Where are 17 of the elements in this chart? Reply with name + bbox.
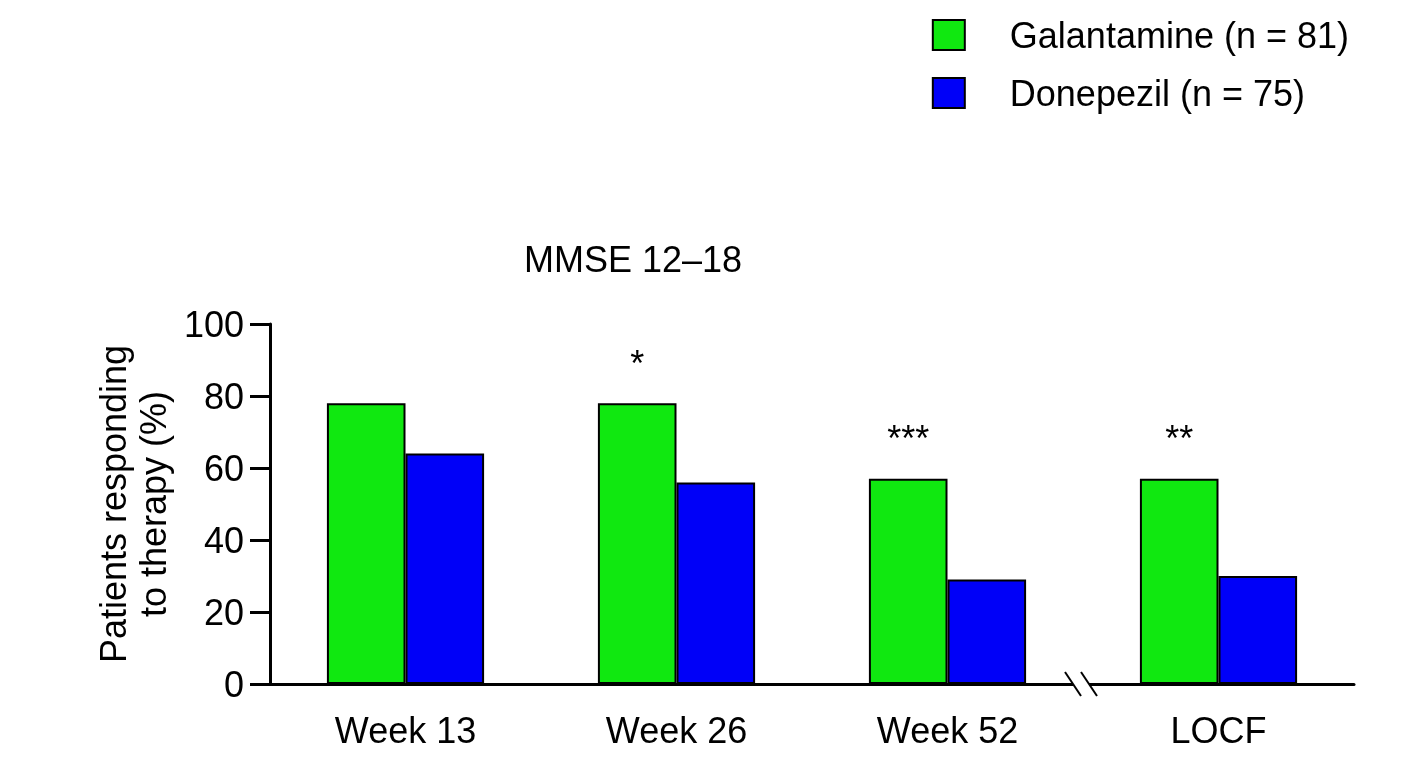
legend-label: Galantamine (n = 81) <box>1009 14 1349 56</box>
y-tick-label: 100 <box>183 303 244 345</box>
annotation: ** <box>1165 418 1194 460</box>
annotation: * <box>630 342 645 384</box>
annotation: *** <box>887 418 930 460</box>
x-tick-label: Week 13 <box>334 709 477 751</box>
y-tick-label: 40 <box>203 519 244 561</box>
x-tick-label: LOCF <box>1170 709 1267 751</box>
y-tick-label: 0 <box>223 663 244 705</box>
x-tick-label: Week 26 <box>605 709 748 751</box>
x-tick-label: Week 52 <box>876 709 1019 751</box>
y-axis-title: Patients responding to therapy (%) <box>92 344 174 664</box>
y-tick-label: 20 <box>203 591 244 633</box>
y-tick-label: 80 <box>203 375 244 417</box>
y-tick-label: 60 <box>203 447 244 489</box>
legend-label: Donepezil (n = 75) <box>1009 72 1305 114</box>
chart-title: MMSE 12–18 <box>523 238 743 280</box>
